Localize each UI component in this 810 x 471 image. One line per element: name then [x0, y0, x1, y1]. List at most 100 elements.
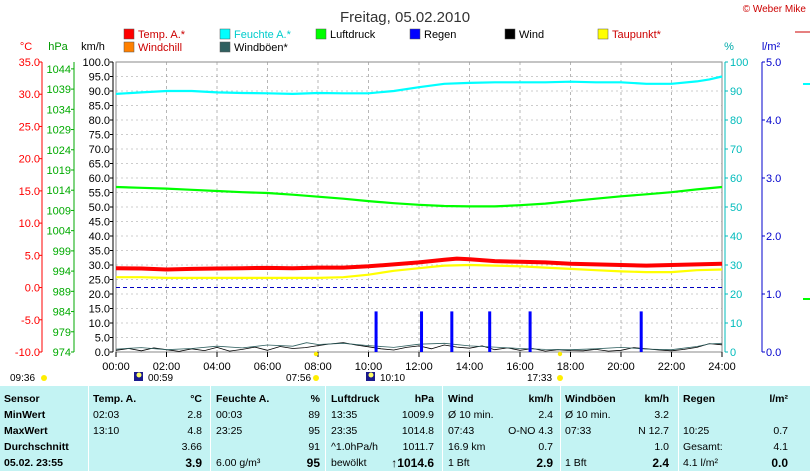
tick-label-pressure-11: 989 [53, 286, 71, 298]
stats-header-unit-5: km/h [644, 393, 669, 405]
tick-label-humidity-9: 10 [730, 318, 742, 330]
stats-header-4: Wind [448, 393, 474, 405]
tick-label-pressure-10: 994 [53, 266, 71, 278]
moon-icon-glow [136, 372, 142, 378]
tick-label-temp-0: 35.0 [19, 57, 40, 69]
stats-cell: ^1.0hPa/h [331, 441, 378, 453]
stats-cell: 6.00 g/m³ [216, 457, 261, 469]
stats-row-label: 05.02. 23:55 [4, 457, 63, 469]
stats-divider-5 [678, 386, 679, 471]
tick-label-humidity-10: 0 [730, 347, 736, 359]
tick-label-rain-4: 1.0 [766, 289, 781, 301]
tick-label-humidity-2: 80 [730, 115, 742, 127]
tick-label-wind-17: 15.0 [89, 304, 110, 316]
stats-header-unit-2: % [310, 393, 320, 405]
plot-grid [115, 61, 723, 353]
tick-label-temp-5: 10.0 [19, 218, 40, 230]
series-line-0 [115, 256, 723, 272]
legend-swatch-3 [409, 28, 421, 40]
tick-label-temp-3: 20.0 [19, 154, 40, 166]
stats-cell: 02:03 [93, 409, 120, 421]
stats-cell: Ø 10 min. [448, 409, 494, 421]
tick-label-wind-10: 50.0 [89, 202, 110, 214]
stats-header-3: Luftdruck [331, 393, 380, 405]
stats-divider-2 [325, 386, 326, 471]
unit-pressure: hPa [48, 41, 68, 53]
stats-value: 3.66 [181, 441, 202, 453]
stats-cell: Gesamt: [683, 441, 723, 453]
x-label-8: 16:00 [506, 361, 534, 373]
unit-rain: l/m² [762, 41, 781, 53]
tick-label-pressure-4: 1024 [47, 145, 71, 157]
tick-label-wind-0: 100.0 [82, 57, 110, 69]
tick-label-wind-16: 20.0 [89, 289, 110, 301]
stats-header-sensor: Sensor [4, 393, 40, 405]
tick-label-pressure-3: 1029 [47, 125, 71, 137]
tick-label-pressure-13: 979 [53, 327, 71, 339]
stats-value: 2.9 [536, 456, 553, 470]
series-line-1 [116, 263, 723, 279]
stats-value: N 12.7 [638, 425, 669, 437]
tick-label-temp-7: 0.0 [25, 283, 40, 295]
tick-label-wind-15: 25.0 [89, 275, 110, 287]
stats-value: 2.4 [652, 456, 669, 470]
tick-label-wind-14: 30.0 [89, 260, 110, 272]
tick-label-wind-3: 85.0 [89, 101, 110, 113]
stats-value: 2.8 [187, 409, 202, 421]
tick-label-wind-9: 55.0 [89, 188, 110, 200]
unit-wind: km/h [81, 41, 105, 53]
x-label-4: 08:00 [304, 361, 332, 373]
tick-label-rain-5: 0.0 [766, 347, 781, 359]
tick-label-temp-8: -5.0 [21, 315, 40, 327]
stats-cell: 4.1 l/m² [683, 457, 719, 469]
stats-row-2: Durchschnitt 3.66 91 ^1.0hPa/h 1011.7 16.9 km… [0, 440, 810, 454]
stats-header-unit-1: °C [190, 393, 202, 405]
x-label-5: 10:00 [355, 361, 383, 373]
stats-header-unit-3: hPa [414, 393, 434, 405]
stats-value: 2.4 [538, 409, 553, 421]
stats-cell: 00:03 [216, 409, 243, 421]
stats-cell: 10:25 [683, 425, 710, 437]
stats-row-label: Durchschnitt [4, 441, 69, 453]
tick-label-humidity-8: 20 [730, 289, 742, 301]
legend-label-2: Luftdruck [330, 29, 376, 41]
tick-label-wind-13: 35.0 [89, 246, 110, 258]
unit-humidity: % [724, 41, 734, 53]
tick-label-wind-18: 10.0 [89, 318, 110, 330]
chart-title: Freitag, 05.02.2010 [340, 9, 470, 26]
unit-temp: °C [20, 41, 32, 53]
event-time-0: 09:36 [10, 373, 35, 384]
stats-value: 1009.9 [401, 409, 434, 421]
tick-label-rain-3: 2.0 [766, 231, 781, 243]
stats-cell: 13:35 [331, 409, 358, 421]
stats-value: 0.7 [773, 425, 788, 437]
legend-label-3: Regen [424, 29, 456, 41]
x-label-10: 20:00 [607, 361, 635, 373]
tick-label-temp-1: 30.0 [19, 89, 40, 101]
stats-divider-4 [560, 386, 561, 471]
stats-value: 91 [308, 441, 320, 453]
tick-label-humidity-5: 50 [730, 202, 742, 214]
rain-bar-1 [420, 311, 424, 352]
tick-label-humidity-6: 40 [730, 231, 742, 243]
axes: 35.0 30.0 25.0 20.0 15.0 10.0 5.0 0.0 -5.0 -10.0 1… [15, 57, 781, 359]
stats-value: 1011.7 [402, 441, 434, 453]
tick-label-wind-5: 75.0 [89, 130, 110, 142]
weather-chart: Freitag, 05.02.2010 © Weber Mike Temp. A… [10, 4, 810, 384]
x-axis: 00:00 02:00 04:00 06:00 08:00 10:00 12:00 14:00… [102, 352, 736, 373]
stats-cell: bewölkt [331, 457, 367, 469]
series-line-4 [115, 342, 723, 352]
stats-cell: 23:25 [216, 425, 243, 437]
event-time-2: 07:56 [286, 373, 311, 384]
x-label-1: 02:00 [153, 361, 181, 373]
tick-label-rain-2: 3.0 [766, 173, 781, 185]
stats-divider-0 [88, 386, 89, 471]
legend-label-5: Taupunkt* [612, 29, 662, 41]
stats-value: 0.0 [771, 456, 788, 470]
tick-label-temp-9: -10.0 [15, 347, 40, 359]
event-time-4: 17:33 [527, 373, 552, 384]
x-label-11: 22:00 [658, 361, 686, 373]
legend-label-0: Temp. A.* [138, 29, 186, 41]
stats-row-3: 05.02. 23:55 3.9 6.00 g/m³ 95 bewölkt ↑1014.6… [0, 456, 810, 470]
rain-bar-0 [374, 311, 378, 352]
